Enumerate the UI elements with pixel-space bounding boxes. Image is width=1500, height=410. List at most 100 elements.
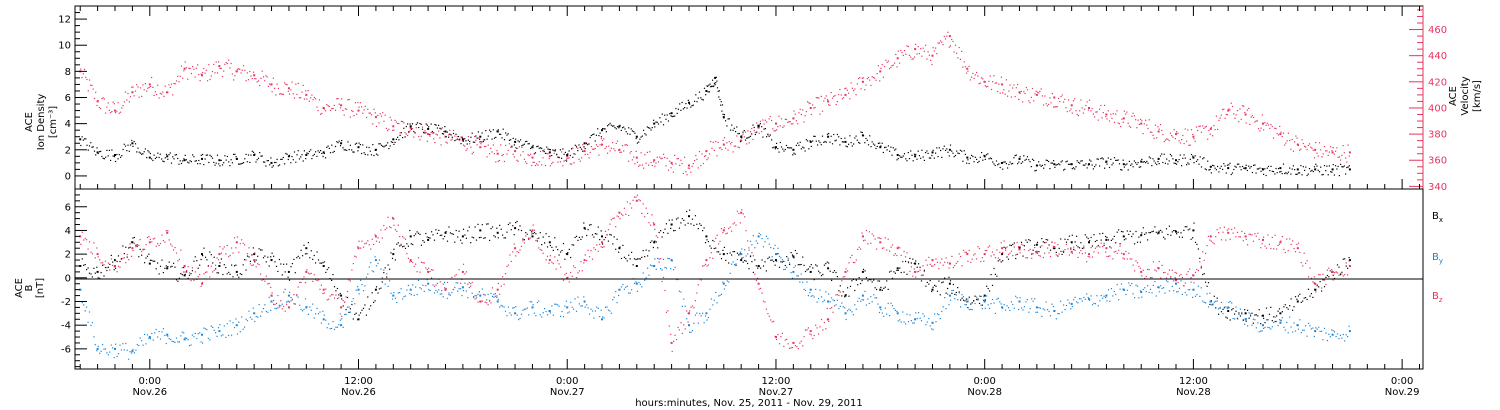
bx-sample (484, 237, 486, 239)
bx-sample (303, 244, 305, 246)
velocity-sample (241, 69, 243, 71)
velocity-sample (804, 115, 806, 117)
bx-sample (570, 256, 572, 259)
by-sample (884, 307, 886, 309)
velocity-sample (183, 70, 185, 72)
velocity-sample (178, 81, 180, 83)
bz-sample (668, 325, 670, 327)
bz-sample (1019, 252, 1021, 254)
velocity-sample (1318, 142, 1321, 144)
by-sample (780, 257, 782, 259)
velocity-sample (522, 151, 524, 153)
density-sample (1304, 169, 1306, 171)
density-sample (1203, 157, 1205, 159)
bx-sample (944, 277, 946, 279)
by-sample (104, 348, 107, 350)
velocity-sample (1017, 83, 1019, 86)
velocity-sample (1256, 120, 1258, 122)
density-sample (1017, 163, 1019, 165)
bx-sample (578, 236, 580, 238)
bz-sample (354, 255, 356, 257)
bz-sample (654, 228, 656, 230)
bz-sample (264, 280, 266, 282)
velocity-point (1227, 109, 1230, 112)
by-sample (1278, 319, 1281, 321)
density-sample (235, 156, 237, 158)
bz-sample (728, 227, 730, 230)
bx-sample (1026, 241, 1028, 243)
density-sample (321, 152, 323, 155)
density-sample (1264, 168, 1266, 170)
bz-sample (258, 264, 260, 266)
bz-sample (932, 265, 934, 267)
bz-sample (702, 265, 704, 267)
density-sample (757, 124, 759, 126)
bz-sample (333, 297, 336, 299)
bz-sample (915, 276, 917, 278)
by-point (583, 300, 586, 303)
bz-sample (990, 255, 992, 257)
by-point (305, 306, 308, 309)
bx-sample (1207, 282, 1210, 284)
by-sample (794, 265, 796, 267)
bx-sample (571, 244, 573, 246)
by-sample (1078, 298, 1081, 300)
by-sample (851, 311, 853, 313)
velocity-sample (851, 87, 853, 89)
velocity-sample (1295, 135, 1297, 137)
bz-sample (504, 273, 507, 275)
by-sample (1222, 313, 1224, 315)
bz-sample (220, 252, 222, 254)
velocity-sample (259, 84, 261, 87)
bx-sample (316, 251, 318, 253)
density-sample (274, 161, 276, 164)
density-sample (925, 152, 927, 154)
density-sample (707, 85, 709, 87)
density-sample (1340, 163, 1342, 165)
by-point (601, 318, 603, 321)
bz-sample (718, 243, 720, 245)
bz-sample (126, 254, 128, 256)
density-sample (343, 149, 345, 151)
density-sample (177, 157, 179, 160)
velocity-sample (126, 99, 128, 101)
velocity-sample (362, 112, 364, 114)
velocity-sample (1142, 133, 1144, 135)
velocity-sample (889, 68, 891, 70)
density-sample (373, 154, 375, 157)
density-point (792, 148, 795, 151)
by-sample (636, 290, 638, 292)
bx-sample (1045, 238, 1047, 241)
density-sample (411, 123, 414, 125)
velocity-sample (1313, 157, 1316, 159)
bx-sample (323, 261, 325, 263)
bx-point (653, 241, 656, 244)
density-sample (461, 137, 463, 139)
bx-sample (649, 241, 652, 243)
density-sample (1224, 165, 1226, 167)
bz-sample (358, 240, 360, 242)
velocity-sample (1020, 90, 1022, 92)
velocity-sample (706, 159, 708, 161)
velocity-sample (189, 67, 191, 70)
density-sample (976, 158, 978, 160)
density-tick-label: 10 (58, 41, 71, 52)
bz-sample (1045, 241, 1047, 243)
velocity-sample (937, 42, 939, 44)
bz-sample (760, 287, 762, 289)
bz-sample (1093, 251, 1095, 253)
by-sample (864, 290, 866, 293)
bx-sample (629, 258, 631, 260)
by-sample (958, 292, 960, 294)
velocity-sample (603, 138, 605, 140)
density-sample (400, 132, 402, 134)
bz-sample (641, 212, 643, 214)
density-sample (103, 158, 105, 160)
density-sample (672, 115, 674, 117)
density-sample (1089, 159, 1091, 161)
by-point (183, 338, 186, 341)
by-sample (402, 298, 404, 300)
velocity-sample (117, 102, 119, 104)
bx-sample (1180, 232, 1182, 234)
by-sample (1228, 301, 1230, 303)
